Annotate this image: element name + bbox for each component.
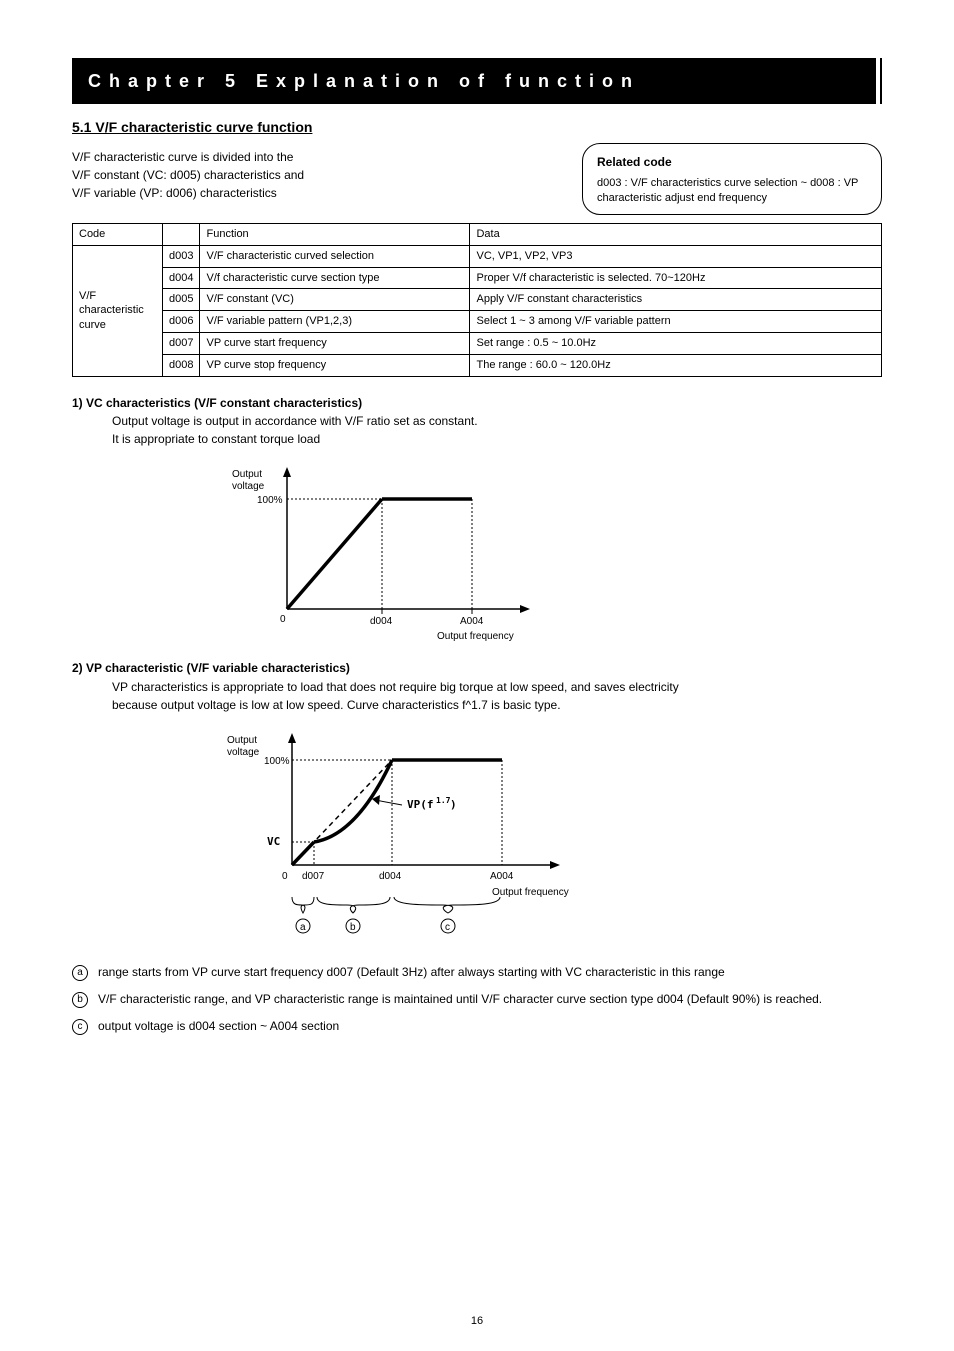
page-number: 16: [0, 1314, 954, 1329]
cell-data: Proper V/f characteristic is selected. 7…: [470, 267, 882, 289]
cell-code: d007: [163, 333, 200, 355]
part2-body-line: VP characteristics is appropriate to loa…: [112, 679, 882, 695]
svg-text:A004: A004: [490, 871, 514, 882]
intro-text: V/F characteristic curve is divided into…: [72, 149, 432, 215]
chapter-title-text: Chapter 5 Explanation of function: [88, 69, 640, 93]
cell-func: V/F variable pattern (VP1,2,3): [200, 311, 470, 333]
circle-c-icon: c: [72, 1019, 88, 1035]
vc-graph: Output voltage 100% 0 d004 A004 Output f…: [232, 459, 882, 644]
svg-text:Output: Output: [227, 735, 257, 746]
table-row: d006 V/F variable pattern (VP1,2,3) Sele…: [73, 311, 882, 333]
cell-group-label: V/F characteristic curve: [73, 245, 163, 376]
svg-text:0: 0: [280, 614, 286, 625]
note-row: c output voltage is d004 section ~ A004 …: [72, 1018, 882, 1035]
cell-data: Set range : 0.5 ~ 10.0Hz: [470, 333, 882, 355]
cell-data: Apply V/F constant characteristics: [470, 289, 882, 311]
svg-text:voltage: voltage: [232, 481, 265, 492]
part2-heading: 2) VP characteristic (V/F variable chara…: [72, 660, 882, 676]
svg-text:b: b: [350, 922, 356, 933]
svg-text:voltage: voltage: [227, 747, 260, 758]
intro-line: V/F constant (VC: d005) characteristics …: [72, 167, 432, 183]
cell-code: d004: [163, 267, 200, 289]
note-text: range starts from VP curve start frequen…: [98, 964, 882, 980]
svg-text:1.7: 1.7: [436, 796, 451, 805]
related-code-callout: Related code d003 : V/F characteristics …: [582, 143, 882, 215]
table-row: d007 VP curve start frequency Set range …: [73, 333, 882, 355]
vp-graph: Output voltage 100% VC VP(f 1.7 ) 0 d007…: [222, 725, 882, 954]
note-text: V/F characteristic range, and VP charact…: [98, 991, 882, 1007]
svg-text:a: a: [300, 922, 306, 933]
svg-text:Output frequency: Output frequency: [492, 887, 569, 898]
cell-data: The range : 60.0 ~ 120.0Hz: [470, 354, 882, 376]
cell-code: d005: [163, 289, 200, 311]
part1-body-line: Output voltage is output in accordance w…: [112, 413, 882, 429]
svg-text:Output frequency: Output frequency: [437, 631, 514, 642]
table-row: d008 VP curve stop frequency The range :…: [73, 354, 882, 376]
cell-data: VC, VP1, VP2, VP3: [470, 245, 882, 267]
part2-body-line: because output voltage is low at low spe…: [112, 697, 882, 713]
svg-text:0: 0: [282, 871, 288, 882]
svg-text:VP(f: VP(f: [407, 798, 434, 811]
cell-data: Select 1 ~ 3 among V/F variable pattern: [470, 311, 882, 333]
svg-text:100%: 100%: [264, 756, 290, 767]
cell-func: V/F constant (VC): [200, 289, 470, 311]
cell-empty: [163, 223, 200, 245]
svg-text:A004: A004: [460, 616, 484, 627]
svg-text:VC: VC: [267, 835, 280, 848]
note-row: a range starts from VP curve start frequ…: [72, 964, 882, 981]
circle-a-icon: a: [72, 965, 88, 981]
svg-text:Output: Output: [232, 469, 262, 480]
chapter-title-bar: Chapter 5 Explanation of function: [72, 58, 882, 104]
cell-func: V/f characteristic curve section type: [200, 267, 470, 289]
circle-b-icon: b: [72, 992, 88, 1008]
note-row: b V/F characteristic range, and VP chara…: [72, 991, 882, 1008]
part1-heading: 1) VC characteristics (V/F constant char…: [72, 395, 882, 411]
section-heading: 5.1 V/F characteristic curve function: [72, 118, 882, 137]
cell-code: d003: [163, 245, 200, 267]
vp-notes: a range starts from VP curve start frequ…: [72, 964, 882, 1035]
cell-func-head: Function: [200, 223, 470, 245]
callout-title: Related code: [597, 154, 867, 170]
svg-text:d004: d004: [379, 871, 402, 882]
intro-line: V/F characteristic curve is divided into…: [72, 149, 432, 165]
svg-text:): ): [450, 798, 457, 811]
intro-line: V/F variable (VP: d006) characteristics: [72, 185, 432, 201]
cell-func: V/F characteristic curved selection: [200, 245, 470, 267]
svg-text:c: c: [445, 922, 450, 933]
table-row: d005 V/F constant (VC) Apply V/F constan…: [73, 289, 882, 311]
table-row: Code Function Data: [73, 223, 882, 245]
cell-code: d006: [163, 311, 200, 333]
spec-table: Code Function Data V/F characteristic cu…: [72, 223, 882, 377]
table-row: V/F characteristic curve d003 V/F charac…: [73, 245, 882, 267]
table-row: d004 V/f characteristic curve section ty…: [73, 267, 882, 289]
cell-data-head: Data: [470, 223, 882, 245]
svg-text:100%: 100%: [257, 495, 283, 506]
title-bar-right-edge: [876, 58, 882, 104]
svg-text:d007: d007: [302, 871, 325, 882]
cell-func: VP curve stop frequency: [200, 354, 470, 376]
cell-code: d008: [163, 354, 200, 376]
cell-code-head: Code: [73, 223, 163, 245]
part1-body-line: It is appropriate to constant torque loa…: [112, 431, 882, 447]
cell-func: VP curve start frequency: [200, 333, 470, 355]
svg-text:d004: d004: [370, 616, 393, 627]
note-text: output voltage is d004 section ~ A004 se…: [98, 1018, 882, 1034]
callout-body: d003 : V/F characteristics curve selecti…: [597, 176, 867, 206]
